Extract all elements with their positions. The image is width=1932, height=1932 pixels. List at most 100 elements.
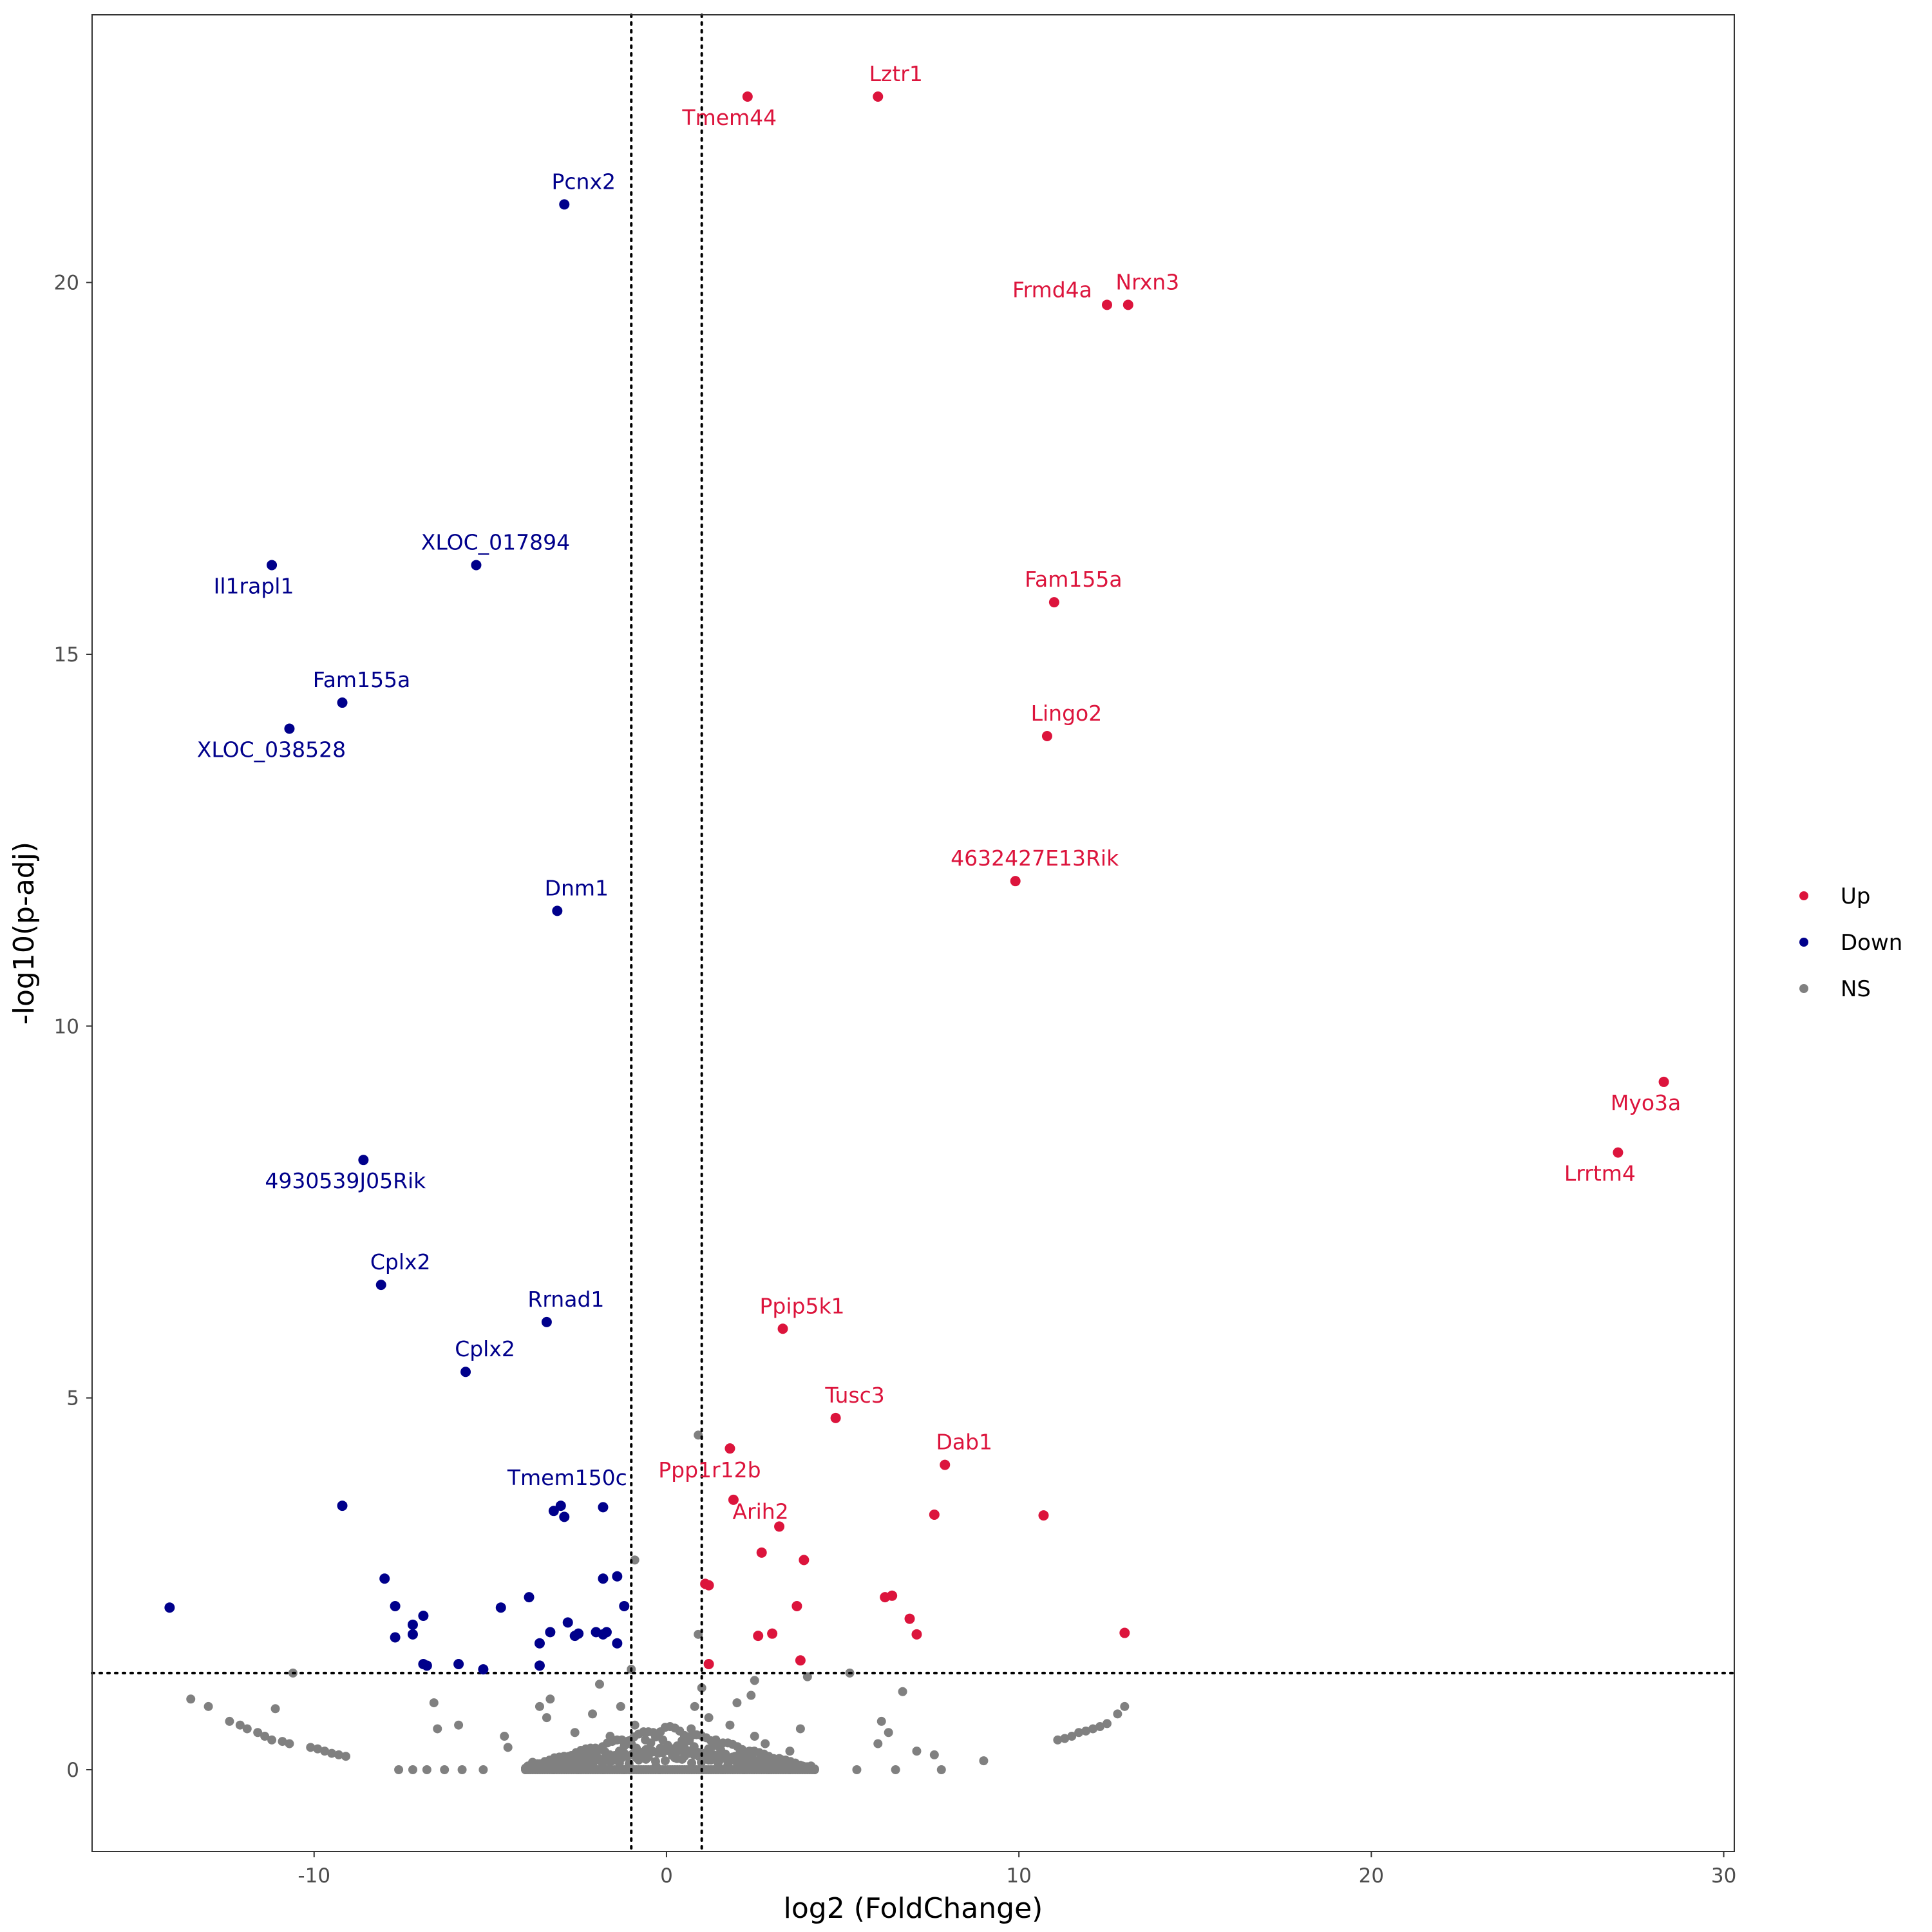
y-tick-label: 15: [54, 643, 79, 667]
point-up: [742, 91, 753, 102]
point-down: [552, 905, 563, 916]
legend-key-down: [1799, 938, 1808, 947]
point-ns: [267, 1735, 277, 1745]
point-up: [703, 1580, 714, 1591]
point-ns: [278, 1737, 287, 1747]
legend-entry-down: Down: [1799, 930, 1902, 956]
point-up: [777, 1323, 788, 1334]
point-ns: [775, 1754, 784, 1763]
point-down: [545, 1627, 556, 1638]
point-ns: [725, 1720, 735, 1730]
x-axis-title: log2 (FoldChange): [784, 1892, 1043, 1925]
point-ns: [655, 1765, 665, 1774]
point-ns: [521, 1765, 531, 1774]
point-ns: [795, 1724, 805, 1734]
panel-border: [91, 14, 1735, 1852]
point-down: [164, 1602, 175, 1613]
point-up: [940, 1459, 951, 1470]
point-up: [1119, 1627, 1130, 1638]
point-ns: [478, 1765, 488, 1774]
point-up: [830, 1412, 841, 1423]
legend-key-ns: [1799, 984, 1808, 993]
ns-points: [186, 1430, 1130, 1774]
point-up: [724, 1443, 735, 1454]
gene-label-il1rapl1: Il1rapl1: [214, 573, 294, 598]
point-ns: [739, 1765, 749, 1774]
point-down: [471, 560, 482, 571]
point-up: [703, 1659, 714, 1670]
y-tick-label: 20: [54, 272, 79, 295]
point-ns: [648, 1747, 658, 1756]
point-ns: [1102, 1719, 1112, 1728]
point-ns: [313, 1744, 323, 1754]
point-ns: [690, 1701, 699, 1711]
point-down: [284, 723, 295, 734]
point-down: [555, 1501, 566, 1511]
point-down: [598, 1502, 609, 1513]
gene-label-fam155a: Fam155a: [313, 667, 411, 692]
point-ns: [457, 1765, 467, 1774]
point-ns: [1081, 1726, 1091, 1736]
point-ns: [929, 1750, 939, 1759]
point-down: [541, 1316, 552, 1327]
point-ns: [852, 1765, 862, 1774]
point-ns: [334, 1750, 344, 1759]
y-tick-label: 10: [54, 1015, 79, 1038]
point-ns: [545, 1694, 555, 1704]
gene-label-frmd4a: Frmd4a: [1012, 277, 1092, 302]
gene-label-lrrtm4: Lrrtm4: [1564, 1161, 1636, 1186]
significant-points: [164, 91, 1669, 1675]
point-ns: [746, 1690, 756, 1700]
point-down: [478, 1664, 489, 1675]
point-ns: [186, 1694, 196, 1704]
point-ns: [672, 1754, 682, 1763]
x-tick-label: 10: [1006, 1864, 1031, 1888]
point-ns: [429, 1698, 439, 1708]
gene-label-tusc3: Tusc3: [824, 1383, 884, 1408]
point-up: [911, 1629, 922, 1640]
point-down: [379, 1573, 390, 1584]
point-ns: [574, 1765, 583, 1774]
point-ns: [270, 1704, 280, 1714]
gene-label-pcnx2: Pcnx2: [552, 169, 616, 194]
gene-label-arih2: Arih2: [732, 1499, 788, 1524]
point-ns: [549, 1765, 558, 1774]
gene-label-4930539j05rik: 4930539J05Rik: [265, 1168, 426, 1193]
point-ns: [500, 1732, 509, 1741]
point-ns: [750, 1676, 759, 1685]
point-ns: [1095, 1722, 1105, 1732]
point-ns: [408, 1765, 417, 1774]
point-ns: [581, 1750, 591, 1759]
point-up: [1101, 299, 1112, 310]
point-down: [612, 1571, 623, 1582]
threshold-lines: [91, 14, 1736, 1853]
point-ns: [694, 1629, 703, 1639]
point-up: [756, 1547, 767, 1558]
y-axis-title: -log10(p-adj): [8, 842, 41, 1025]
point-up: [887, 1590, 898, 1601]
point-ns: [1060, 1734, 1070, 1743]
point-ns: [1088, 1724, 1098, 1734]
x-tick-label: 0: [660, 1864, 673, 1888]
point-ns: [528, 1757, 538, 1767]
point-down: [495, 1602, 506, 1613]
gene-label-lingo2: Lingo2: [1031, 701, 1103, 726]
point-ns: [764, 1765, 773, 1774]
point-ns: [912, 1747, 922, 1756]
point-down: [534, 1638, 545, 1649]
point-up: [774, 1521, 785, 1532]
point-ns: [454, 1720, 464, 1730]
point-ns: [1067, 1732, 1077, 1741]
point-ns: [1074, 1728, 1084, 1738]
point-down: [548, 1506, 559, 1517]
point-ns: [1120, 1701, 1130, 1711]
point-ns: [884, 1728, 893, 1738]
point-ns: [802, 1672, 812, 1681]
point-up: [753, 1631, 764, 1642]
point-ns: [660, 1756, 670, 1766]
point-ns: [320, 1747, 330, 1756]
point-ns: [341, 1752, 350, 1761]
point-down: [390, 1632, 401, 1643]
point-ns: [679, 1739, 689, 1748]
point-down: [390, 1600, 401, 1611]
